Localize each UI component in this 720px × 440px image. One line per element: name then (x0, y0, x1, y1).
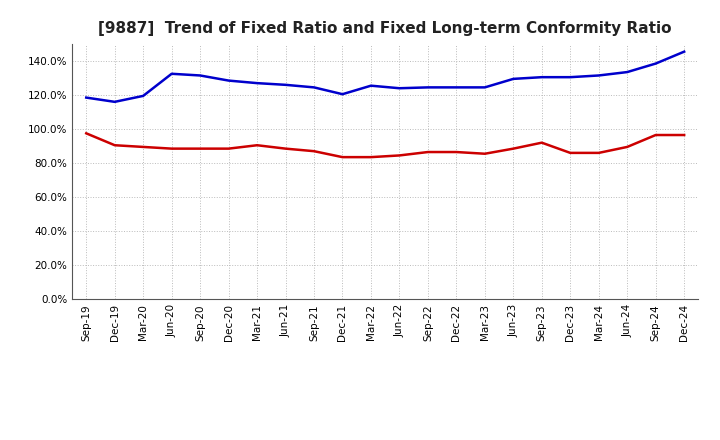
Fixed Ratio (82, 95, 91, 100)
Fixed Long-term Conformity Ratio (566, 150, 575, 155)
Fixed Ratio (167, 71, 176, 77)
Fixed Long-term Conformity Ratio (509, 146, 518, 151)
Fixed Long-term Conformity Ratio (623, 144, 631, 150)
Fixed Ratio (110, 99, 119, 104)
Fixed Long-term Conformity Ratio (167, 146, 176, 151)
Fixed Long-term Conformity Ratio (282, 146, 290, 151)
Fixed Ratio (566, 74, 575, 80)
Fixed Ratio (253, 81, 261, 86)
Fixed Long-term Conformity Ratio (395, 153, 404, 158)
Fixed Ratio (595, 73, 603, 78)
Fixed Long-term Conformity Ratio (139, 144, 148, 150)
Fixed Ratio (623, 70, 631, 75)
Line: Fixed Ratio: Fixed Ratio (86, 51, 684, 102)
Fixed Long-term Conformity Ratio (423, 150, 432, 155)
Fixed Ratio (196, 73, 204, 78)
Fixed Long-term Conformity Ratio (196, 146, 204, 151)
Fixed Long-term Conformity Ratio (82, 131, 91, 136)
Fixed Ratio (282, 82, 290, 88)
Fixed Ratio (652, 61, 660, 66)
Fixed Ratio (225, 78, 233, 83)
Fixed Ratio (310, 85, 318, 90)
Fixed Long-term Conformity Ratio (253, 143, 261, 148)
Fixed Ratio (480, 85, 489, 90)
Fixed Ratio (680, 49, 688, 54)
Fixed Ratio (452, 85, 461, 90)
Fixed Ratio (366, 83, 375, 88)
Fixed Long-term Conformity Ratio (310, 149, 318, 154)
Line: Fixed Long-term Conformity Ratio: Fixed Long-term Conformity Ratio (86, 133, 684, 157)
Fixed Long-term Conformity Ratio (366, 154, 375, 160)
Fixed Long-term Conformity Ratio (480, 151, 489, 156)
Fixed Ratio (423, 85, 432, 90)
Fixed Long-term Conformity Ratio (537, 140, 546, 145)
Fixed Long-term Conformity Ratio (338, 154, 347, 160)
Title: [9887]  Trend of Fixed Ratio and Fixed Long-term Conformity Ratio: [9887] Trend of Fixed Ratio and Fixed Lo… (99, 21, 672, 36)
Fixed Ratio (509, 76, 518, 81)
Fixed Ratio (338, 92, 347, 97)
Fixed Long-term Conformity Ratio (680, 132, 688, 138)
Fixed Ratio (139, 93, 148, 99)
Fixed Ratio (395, 86, 404, 91)
Fixed Long-term Conformity Ratio (652, 132, 660, 138)
Fixed Long-term Conformity Ratio (595, 150, 603, 155)
Fixed Long-term Conformity Ratio (225, 146, 233, 151)
Fixed Ratio (537, 74, 546, 80)
Fixed Long-term Conformity Ratio (110, 143, 119, 148)
Fixed Long-term Conformity Ratio (452, 150, 461, 155)
